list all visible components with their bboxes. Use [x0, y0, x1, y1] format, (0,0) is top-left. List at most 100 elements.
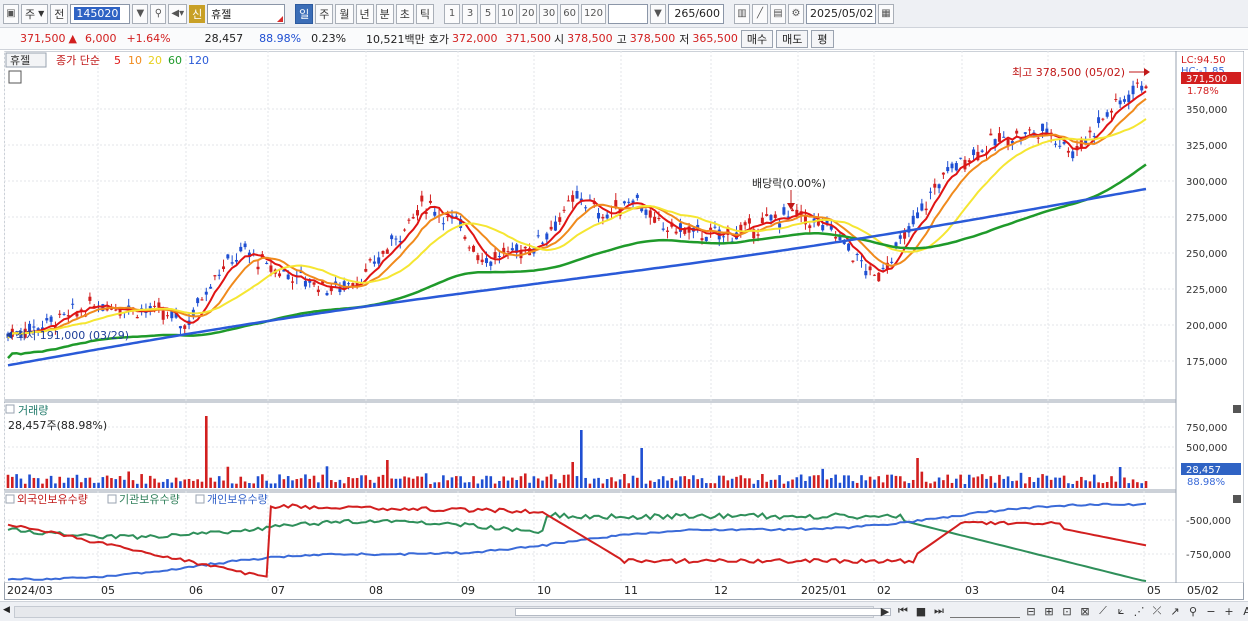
holdings-close-icon[interactable] [1233, 495, 1241, 503]
layout-2-icon[interactable]: ⊞ [1044, 604, 1054, 618]
draw-angle-icon[interactable]: ⟀ [1117, 604, 1125, 617]
period-minute-button[interactable]: 분 [375, 3, 394, 24]
period-week-button[interactable]: 주 [315, 3, 334, 24]
volume-bar [562, 474, 566, 488]
first-page-icon[interactable]: ⏮ [898, 604, 908, 617]
candle-body [967, 160, 971, 162]
interval-30-button[interactable]: 30 [539, 3, 559, 24]
volume-bar [403, 476, 406, 488]
draw-ray-icon[interactable]: ↗ [1170, 604, 1180, 618]
interval-1-button[interactable]: 1 [444, 3, 460, 24]
count-input[interactable]: 265/600 [668, 3, 725, 24]
volume-bar [351, 478, 355, 488]
volume-bar [1028, 477, 1031, 488]
volume-bar [511, 477, 514, 488]
type-select[interactable]: 주 ▼ [21, 3, 49, 24]
calendar-icon[interactable]: ▦ [878, 3, 895, 24]
interval-3-button[interactable]: 3 [462, 3, 478, 24]
layout-1-icon[interactable]: ⊟ [1026, 604, 1036, 618]
magnifier-icon[interactable]: ⚲ [1188, 604, 1198, 618]
candle-body [321, 281, 325, 284]
candle-body [381, 250, 385, 254]
interval-5-button[interactable]: 5 [480, 3, 496, 24]
scroll-left-icon[interactable]: ◀ [3, 605, 10, 615]
interval-60-button[interactable]: 60 [560, 3, 579, 24]
draw-tool-icon[interactable]: ╱ [752, 3, 769, 24]
interval-10-button[interactable]: 10 [498, 3, 517, 24]
volume-bar [696, 479, 699, 488]
sell-button[interactable]: 매도 [776, 29, 809, 48]
volume-bar [1011, 481, 1014, 488]
custom-interval-input[interactable] [608, 3, 649, 24]
save-icon[interactable]: ▤ [770, 3, 787, 24]
average-button[interactable]: 평 [811, 29, 834, 48]
draw-line-icon[interactable]: ⟋ [1099, 604, 1107, 617]
chart-canvas[interactable]: 350,000 325,000 300,000 275,000 250,000 225,0… [3, 50, 1245, 584]
scrollbar-thumb[interactable] [515, 608, 891, 616]
volume-bar [235, 483, 238, 488]
low-annotation: 최저 191,000 (03/29) [16, 329, 129, 342]
horizontal-scrollbar[interactable] [14, 606, 891, 618]
chart-type-icon[interactable]: ▥ [734, 3, 751, 24]
period-year-button[interactable]: 년 [355, 3, 374, 24]
volume-bar [226, 466, 230, 488]
volume-bar [170, 482, 174, 488]
candle-body [825, 220, 829, 224]
zoom-slider[interactable] [950, 604, 1020, 618]
volume-checkbox[interactable] [5, 404, 15, 414]
volume-bar [502, 476, 506, 488]
candle-body [816, 218, 820, 226]
candle-body [506, 251, 510, 253]
volume-bar [631, 475, 635, 488]
date-input[interactable]: 2025/05/02 [806, 3, 877, 24]
candle-body [454, 216, 458, 218]
candle-body [536, 235, 540, 237]
window-icon[interactable]: ▣ [3, 3, 19, 24]
chevron-down-icon: ▼ [38, 9, 45, 18]
candle-body [230, 262, 234, 264]
period-month-button[interactable]: 월 [335, 3, 354, 24]
volume-bar [1015, 480, 1018, 488]
prev-button[interactable]: 전 [50, 3, 69, 24]
stock-code-input[interactable]: 145020 [70, 3, 131, 24]
volume-bar [416, 476, 419, 488]
code-dropdown-icon[interactable]: ▼ [132, 3, 149, 24]
foreign-checkbox[interactable] [5, 494, 15, 504]
volume-bar [295, 479, 299, 488]
speaker-icon[interactable]: ◀▾ [168, 3, 188, 24]
gear-icon[interactable]: ⚙ [788, 3, 805, 24]
volume-tick-label: 750,000 [1186, 423, 1227, 434]
candle-body [877, 272, 881, 282]
volume-close-icon[interactable] [1233, 405, 1241, 413]
layout-3-icon[interactable]: ⊡ [1062, 604, 1072, 618]
volume-bar [614, 481, 618, 488]
volume-bar [278, 474, 281, 488]
period-second-button[interactable]: 초 [395, 3, 414, 24]
candle-body [114, 309, 118, 311]
interval-dropdown-icon[interactable]: ▼ [650, 3, 667, 24]
buy-button[interactable]: 매수 [740, 29, 774, 48]
interval-20-button[interactable]: 20 [518, 3, 538, 24]
zoom-in-icon[interactable]: + [1224, 604, 1234, 618]
period-day-button[interactable]: 일 [295, 3, 314, 24]
font-size-icon[interactable]: A [1243, 604, 1248, 618]
draw-fan-icon[interactable]: ⋰ [1133, 604, 1145, 618]
volume-bar [817, 475, 820, 488]
institution-checkbox[interactable] [107, 494, 117, 504]
interval-120-button[interactable]: 120 [580, 3, 607, 24]
count-value: 265 [674, 7, 696, 20]
volume-bar [144, 483, 148, 488]
period-tick-button[interactable]: 틱 [415, 3, 434, 24]
stock-name-input[interactable]: 휴젤 [207, 3, 286, 24]
zoom-out-icon[interactable]: − [1206, 604, 1216, 618]
x-axis-label: 05 [1147, 584, 1161, 597]
draw-cross-icon[interactable]: ⤫ [1152, 604, 1162, 617]
layout-4-icon[interactable]: ⊠ [1080, 604, 1090, 618]
table-icon[interactable] [8, 70, 22, 84]
individual-checkbox[interactable] [195, 494, 205, 504]
scroll-right-icon[interactable]: ▶ [880, 604, 890, 618]
volume-bar [75, 474, 79, 488]
search-icon[interactable]: ⚲ [150, 3, 167, 24]
stop-icon[interactable]: ■ [915, 604, 927, 618]
last-page-icon[interactable]: ⏭ [934, 604, 944, 617]
